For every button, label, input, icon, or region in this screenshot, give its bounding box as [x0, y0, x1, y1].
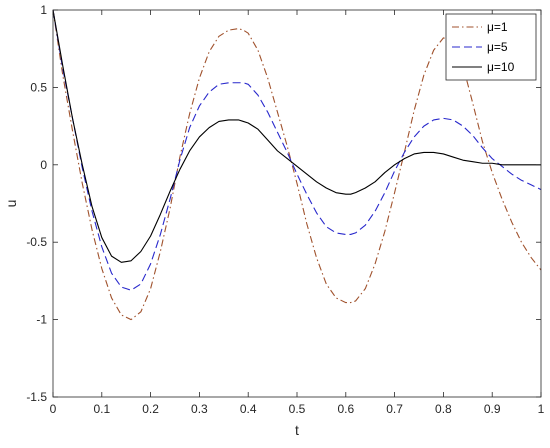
legend-label-3: μ=10 — [487, 60, 515, 74]
x-tick-label: 1 — [538, 402, 545, 416]
x-tick-label: 0.3 — [191, 402, 208, 416]
legend-box — [445, 13, 537, 81]
y-tick-label: 1 — [40, 3, 47, 17]
legend: μ=1 μ=5 μ=10 — [445, 13, 537, 81]
x-tick-label: 0.4 — [240, 402, 257, 416]
x-tick-label: 0.8 — [435, 402, 452, 416]
series-line-2 — [52, 9, 542, 291]
x-tick-label: 0.1 — [93, 402, 110, 416]
y-axis-label: u — [3, 200, 19, 208]
y-tick-label: -1.5 — [26, 390, 47, 404]
y-tick-label: 0 — [40, 158, 47, 172]
ticks-layer: 0 0.1 0.2 0.3 0.4 0.5 0.6 0.7 0.8 0.9 1 1 0.5 0 -0.5 -1… — [26, 3, 544, 416]
legend-label-2: μ=5 — [487, 40, 508, 54]
y-tick-label: -1 — [36, 313, 47, 327]
x-tick-label: 0 — [50, 402, 57, 416]
y-tick-label: 0.5 — [30, 80, 47, 94]
y-tick-label: -0.5 — [26, 235, 47, 249]
series-line-3 — [52, 9, 541, 263]
x-tick-label: 0.2 — [142, 402, 159, 416]
x-axis-label: t — [295, 422, 299, 438]
x-tick-label: 0.6 — [337, 402, 354, 416]
x-tick-label: 0.5 — [289, 402, 306, 416]
x-tick-label: 0.7 — [386, 402, 403, 416]
x-tick-label: 0.9 — [484, 402, 501, 416]
legend-label-1: μ=1 — [487, 20, 508, 34]
